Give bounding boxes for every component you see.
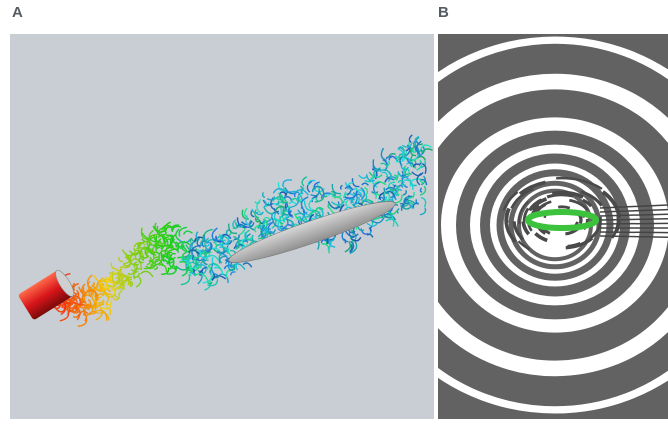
wave-fragment [580, 215, 581, 223]
panel-label: B [438, 4, 449, 21]
wake-stripe [600, 223, 668, 224]
figure: A B [0, 0, 668, 419]
page: A B (() => { const data = JSON.parse(doc… [0, 0, 668, 419]
panel-a [10, 34, 434, 419]
panel-a-background [10, 34, 434, 419]
wake-stripe [600, 232, 668, 233]
panel-label: A [12, 4, 23, 21]
wave-fragment [558, 207, 570, 208]
